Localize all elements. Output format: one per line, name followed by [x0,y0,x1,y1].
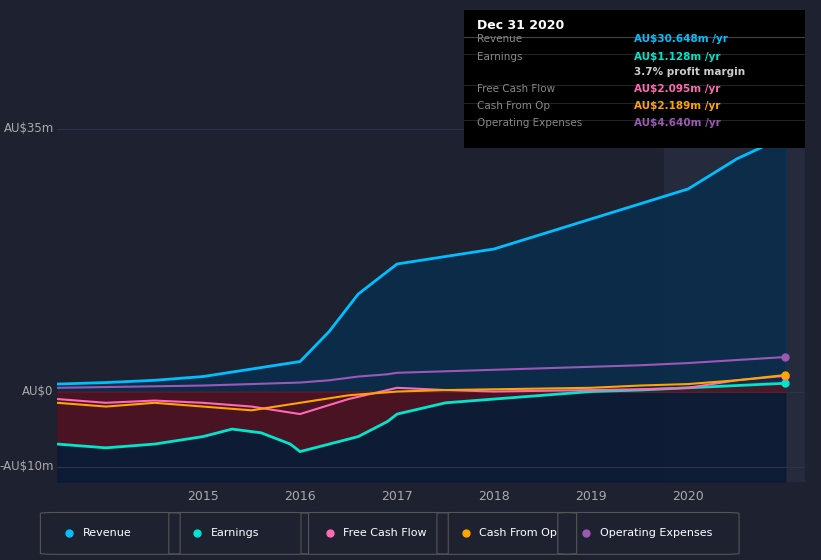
Text: -AU$10m: -AU$10m [0,460,53,473]
Text: Operating Expenses: Operating Expenses [600,529,713,538]
Text: Earnings: Earnings [478,52,523,62]
Text: Earnings: Earnings [211,529,259,538]
Text: Free Cash Flow: Free Cash Flow [478,83,556,94]
Text: 3.7% profit margin: 3.7% profit margin [635,67,745,77]
Text: Dec 31 2020: Dec 31 2020 [478,19,565,32]
Text: AU$4.640m /yr: AU$4.640m /yr [635,118,721,128]
Text: Free Cash Flow: Free Cash Flow [343,529,427,538]
Text: AU$30.648m /yr: AU$30.648m /yr [635,34,728,44]
Text: Operating Expenses: Operating Expenses [478,118,583,128]
Text: Revenue: Revenue [478,34,523,44]
Text: Cash From Op: Cash From Op [478,101,551,111]
Text: AU$2.095m /yr: AU$2.095m /yr [635,83,721,94]
Text: Cash From Op: Cash From Op [479,529,557,538]
Text: AU$35m: AU$35m [3,123,53,136]
Bar [664,106,805,482]
Text: AU$2.189m /yr: AU$2.189m /yr [635,101,721,111]
Text: AU$1.128m /yr: AU$1.128m /yr [635,52,721,62]
Text: Revenue: Revenue [83,529,131,538]
Text: AU$0: AU$0 [22,385,53,398]
